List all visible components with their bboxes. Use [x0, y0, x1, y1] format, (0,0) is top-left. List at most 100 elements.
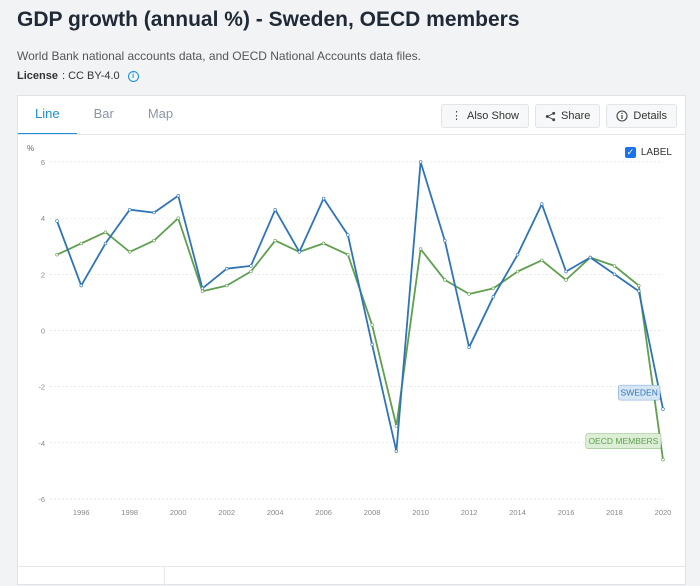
data-point-oecd-members — [152, 238, 156, 243]
info-icon[interactable]: i — [127, 70, 139, 82]
data-point-oecd-members — [176, 216, 180, 220]
x-tick-label: 1998 — [121, 508, 138, 517]
details-label: Details — [633, 110, 667, 122]
share-icon — [545, 111, 556, 121]
series-label-sweden: SWEDEN — [621, 388, 658, 398]
data-point-sweden — [370, 342, 374, 347]
data-point-sweden — [152, 210, 156, 215]
data-point-oecd-members — [564, 278, 568, 282]
data-point-sweden — [467, 345, 471, 350]
data-point-sweden — [346, 233, 350, 237]
data-point-oecd-members — [79, 241, 83, 246]
series-line-oecd-members — [56, 217, 664, 460]
y-tick-label: -2 — [38, 383, 45, 392]
view-tabs: Line Bar Map — [18, 96, 190, 135]
license-line: License : CC BY-4.0 i — [17, 70, 139, 82]
data-point-sweden — [588, 255, 592, 260]
x-tick-label: 2000 — [170, 508, 187, 517]
data-point-sweden — [443, 238, 447, 243]
data-point-oecd-members — [103, 230, 108, 234]
checkbox-checked-icon[interactable]: ✓ — [624, 147, 636, 158]
also-show-button[interactable]: ⋮ Also Show — [441, 104, 530, 128]
tab-bar[interactable]: Bar — [93, 106, 114, 121]
y-tick-label: 6 — [41, 158, 45, 167]
y-tick-label: -4 — [38, 439, 45, 448]
data-point-sweden — [540, 202, 544, 206]
x-tick-label: 2012 — [461, 508, 478, 517]
data-point-sweden — [661, 407, 665, 411]
x-tick-label: 2014 — [509, 508, 526, 517]
x-tick-label: 2004 — [267, 508, 284, 517]
bottom-panel-separator — [164, 566, 165, 586]
data-point-sweden — [128, 208, 132, 212]
page-title: GDP growth (annual %) - Sweden, OECD mem… — [17, 8, 520, 31]
line-chart: % 6 4 2 0 -2 -4 -6 1996 1998 2000 2002 2004 2006 2008 2… — [27, 144, 672, 517]
chart-card: Line Bar Map ⋮ Also Show Share De — [17, 95, 686, 586]
series-label-box-oecd-members — [585, 433, 662, 449]
data-point-oecd-members — [346, 252, 350, 257]
data-point-oecd-members — [540, 258, 544, 262]
x-tick-label: 2008 — [364, 508, 381, 517]
data-point-sweden — [200, 286, 205, 291]
data-point-oecd-members — [321, 241, 326, 246]
also-show-label: Also Show — [467, 110, 520, 122]
data-point-oecd-members — [55, 252, 59, 257]
tab-map[interactable]: Map — [147, 106, 174, 121]
data-point-oecd-members — [370, 323, 374, 327]
series-label-oecd-members: OECD MEMBERS — [588, 436, 658, 446]
data-point-sweden — [612, 272, 617, 277]
data-point-oecd-members — [273, 238, 277, 243]
data-point-oecd-members — [637, 283, 641, 288]
data-point-oecd-members — [443, 278, 447, 282]
label-toggle-text: LABEL — [640, 147, 672, 158]
info-circle-icon — [616, 110, 628, 122]
data-point-sweden — [103, 241, 108, 246]
data-point-sweden — [321, 196, 326, 201]
data-point-sweden — [55, 219, 59, 223]
y-axis-unit: % — [27, 144, 34, 153]
data-point-sweden — [515, 252, 520, 257]
data-point-oecd-members — [249, 269, 253, 274]
x-tick-label: 2018 — [606, 508, 623, 517]
more-vertical-icon: ⋮ — [451, 109, 463, 122]
data-point-sweden — [249, 264, 253, 268]
data-point-sweden — [273, 208, 277, 212]
data-point-oecd-members — [467, 292, 471, 296]
license-label: License — [17, 70, 58, 82]
data-point-oecd-members — [200, 289, 205, 293]
tab-divider — [18, 134, 685, 135]
source-note: World Bank national accounts data, and O… — [17, 49, 422, 63]
data-point-oecd-members — [128, 250, 132, 254]
share-button[interactable]: Share — [535, 104, 601, 128]
data-point-sweden — [224, 267, 229, 271]
data-point-sweden — [564, 269, 568, 274]
y-tick-label: 2 — [41, 270, 45, 279]
data-point-oecd-members — [612, 264, 617, 268]
share-label: Share — [561, 110, 591, 122]
x-tick-label: 2006 — [315, 508, 332, 517]
data-point-oecd-members — [661, 457, 665, 462]
data-point-sweden — [297, 250, 302, 254]
y-tick-label: -6 — [38, 495, 45, 504]
x-tick-label: 2016 — [558, 508, 575, 517]
details-button[interactable]: Details — [606, 104, 677, 128]
data-point-oecd-members — [224, 283, 229, 288]
label-toggle[interactable]: ✓ LABEL — [624, 147, 672, 158]
data-point-sweden — [79, 283, 83, 288]
data-point-oecd-members — [394, 424, 399, 428]
y-tick-label: 4 — [41, 214, 45, 223]
data-point-oecd-members — [491, 286, 496, 291]
data-point-oecd-members — [418, 247, 423, 251]
series-label-box-sweden — [618, 384, 661, 401]
x-tick-label: 2010 — [412, 508, 429, 517]
chart-toolbar: ⋮ Also Show Share Details — [441, 104, 677, 128]
x-tick-label: 2020 — [655, 508, 672, 517]
data-point-sweden — [176, 193, 180, 198]
license-value: : CC BY-4.0 — [61, 70, 120, 82]
x-tick-label: 2002 — [218, 508, 235, 517]
data-point-sweden — [394, 449, 399, 453]
data-point-oecd-members — [515, 269, 520, 274]
series-line-sweden — [56, 161, 664, 453]
data-point-sweden — [491, 295, 496, 299]
bottom-divider — [18, 566, 685, 567]
